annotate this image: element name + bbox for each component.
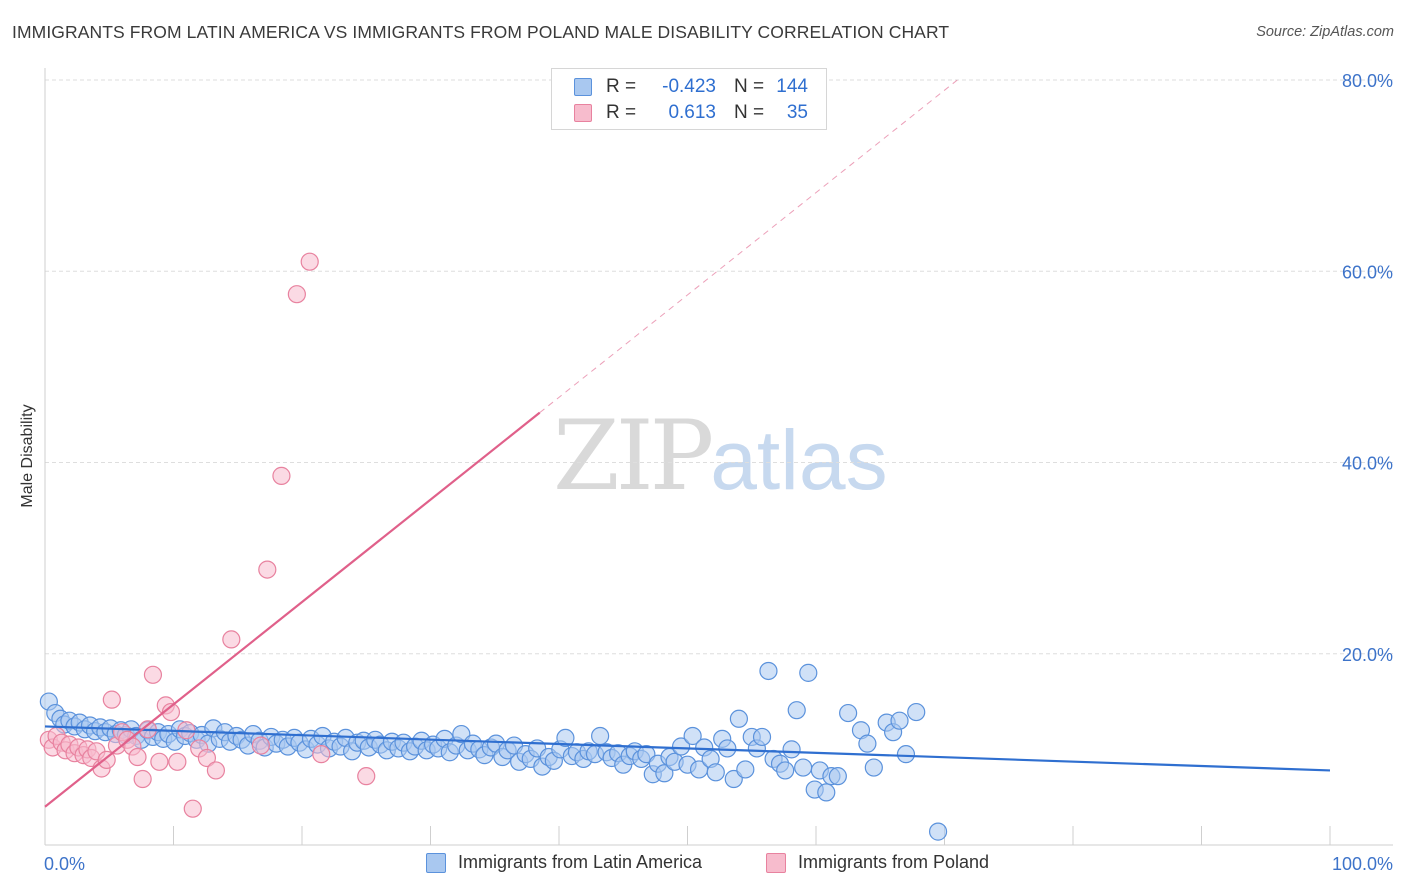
data-point <box>168 752 187 771</box>
y-tick-label: 60.0% <box>1342 262 1393 282</box>
source-label: Source: ZipAtlas.com <box>1256 24 1394 40</box>
data-point <box>357 767 376 786</box>
data-point <box>706 763 725 782</box>
y-tick-label: 80.0% <box>1342 71 1393 91</box>
tick-labels: 20.0% 40.0% 60.0% 80.0% 0.0% 100.0% <box>44 71 1393 874</box>
data-point <box>718 739 737 758</box>
r-label: R = <box>606 102 637 123</box>
n-label: N = <box>734 76 765 97</box>
data-point <box>251 736 270 755</box>
data-point <box>671 737 691 756</box>
data-point <box>736 760 755 779</box>
data-point <box>928 822 948 841</box>
legend-item-poland: Immigrants from Poland <box>766 852 989 873</box>
y-tick-label: 20.0% <box>1342 645 1393 665</box>
data-point <box>890 711 909 730</box>
data-point <box>102 690 121 709</box>
data-point <box>287 285 306 304</box>
legend-item-latin-america: Immigrants from Latin America <box>426 852 702 873</box>
data-point <box>133 769 152 789</box>
data-point <box>864 758 883 777</box>
data-point <box>97 750 116 769</box>
data-point <box>858 734 877 753</box>
data-point <box>828 767 847 786</box>
r-label: R = <box>606 76 637 97</box>
data-point <box>839 703 858 723</box>
data-point <box>683 726 702 746</box>
data-point <box>729 709 749 728</box>
series-legend: Immigrants from Latin America Immigrants… <box>0 852 1406 876</box>
data-point <box>655 764 674 783</box>
data-point <box>312 745 331 764</box>
pink-swatch <box>766 852 786 873</box>
series-latin-america <box>39 661 948 841</box>
trend-lines <box>44 79 1331 808</box>
data-point <box>776 761 795 780</box>
data-point <box>300 252 319 271</box>
data-point <box>272 466 291 485</box>
legend-label: Immigrants from Latin America <box>458 852 703 872</box>
data-point <box>817 783 836 802</box>
data-point <box>907 702 926 722</box>
blue-swatch <box>574 78 592 96</box>
data-point <box>752 727 772 747</box>
data-point <box>150 752 169 771</box>
legend-label: Immigrants from Poland <box>798 852 990 872</box>
data-point <box>258 560 277 579</box>
trend-line-solid <box>44 725 1331 772</box>
trend-line-solid <box>44 411 541 808</box>
data-point <box>206 761 226 780</box>
chart-title: IMMIGRANTS FROM LATIN AMERICA VS IMMIGRA… <box>12 22 950 42</box>
r-value: 0.613 <box>668 102 716 123</box>
data-point <box>782 740 801 759</box>
trend-line-dashed <box>539 79 958 414</box>
n-value: 144 <box>776 76 808 97</box>
data-point <box>222 630 241 649</box>
x-tick-label: 100.0% <box>1332 854 1393 874</box>
r-value: -0.423 <box>662 76 716 97</box>
n-value: 35 <box>786 102 808 123</box>
data-point <box>143 665 163 684</box>
stats-legend: R = -0.423 N = 144 R = 0.613 N = 35 <box>551 68 827 130</box>
y-tick-label: 40.0% <box>1342 454 1393 474</box>
data-point <box>759 661 778 681</box>
data-point <box>799 663 818 682</box>
n-label: N = <box>734 102 765 123</box>
data-point <box>787 701 806 720</box>
series-poland <box>39 252 376 818</box>
data-point <box>197 748 217 768</box>
data-point <box>896 745 916 764</box>
data-point <box>183 799 202 818</box>
x-tick-label: 0.0% <box>44 854 85 874</box>
data-point <box>128 747 147 767</box>
stats-legend-row-pink: R = 0.613 N = 35 <box>574 101 808 125</box>
stats-legend-row-blue: R = -0.423 N = 144 <box>574 75 808 99</box>
data-point <box>556 728 575 748</box>
blue-swatch <box>426 852 446 873</box>
pink-swatch <box>574 104 592 122</box>
data-point <box>591 726 610 746</box>
data-point <box>794 758 813 777</box>
grid-lines <box>45 79 1393 655</box>
